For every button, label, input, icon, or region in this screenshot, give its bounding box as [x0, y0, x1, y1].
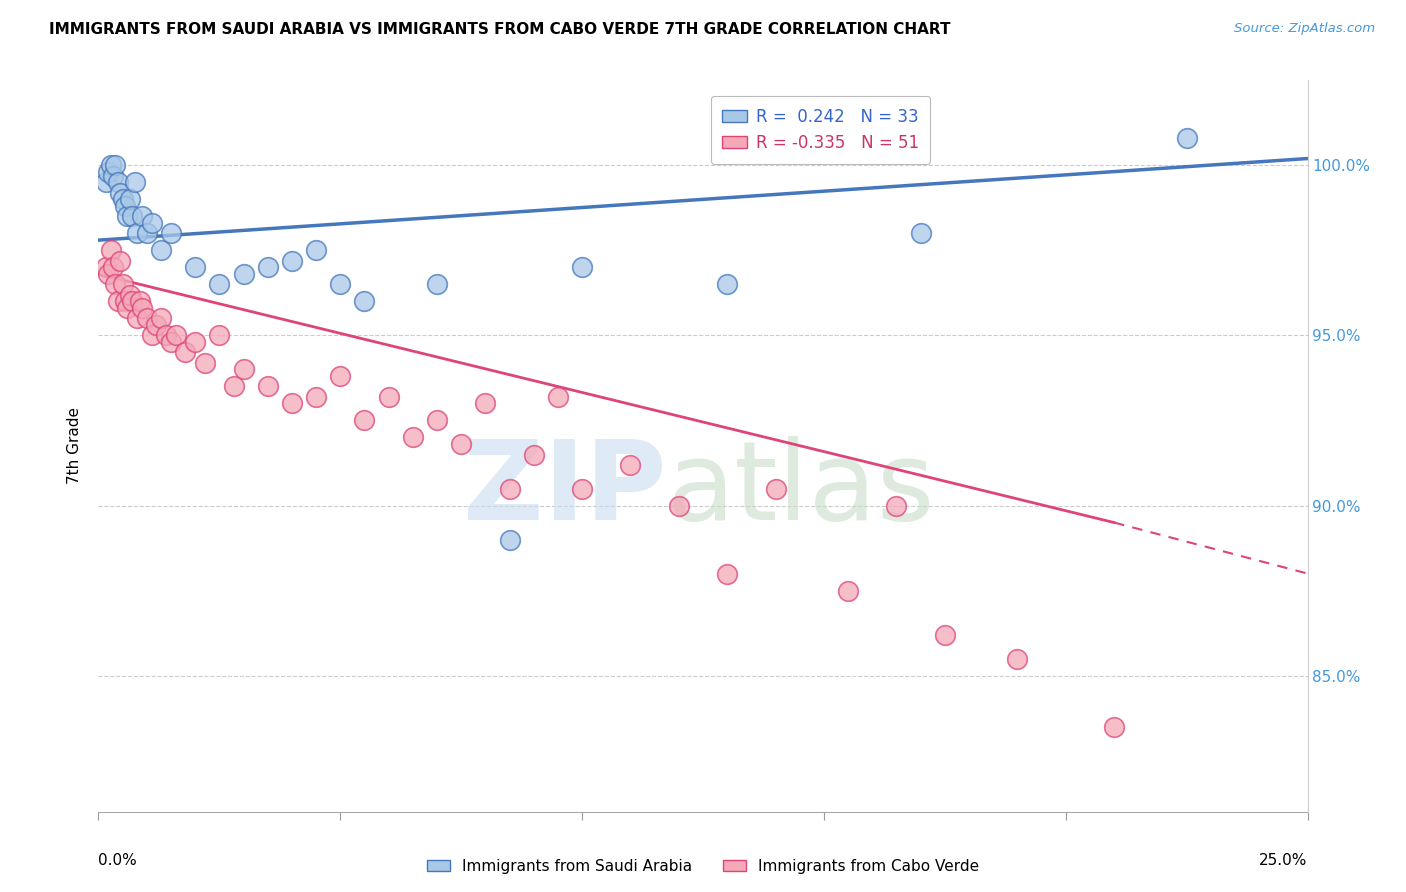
Point [107, 175, 129, 189]
Point [426, 413, 449, 427]
Point [571, 260, 593, 275]
Point [281, 396, 304, 410]
Y-axis label: 7th Grade: 7th Grade [67, 408, 83, 484]
Point [135, 311, 157, 326]
Point [101, 169, 124, 183]
Point [184, 260, 207, 275]
Point [150, 311, 173, 326]
Point [402, 430, 425, 444]
Point [571, 482, 593, 496]
Point [100, 158, 122, 172]
Point [498, 482, 520, 496]
Point [450, 437, 472, 451]
Legend: R =  0.242   N = 33, R = -0.335   N = 51: R = 0.242 N = 33, R = -0.335 N = 51 [710, 96, 931, 163]
Point [281, 253, 304, 268]
Point [160, 227, 183, 241]
Point [329, 369, 352, 384]
Point [111, 277, 134, 292]
Text: 0.0%: 0.0% [98, 853, 138, 868]
Point [184, 335, 207, 350]
Point [104, 158, 127, 172]
Point [305, 390, 328, 404]
Point [114, 199, 136, 213]
Point [124, 175, 146, 189]
Point [222, 379, 245, 393]
Legend: Immigrants from Saudi Arabia, Immigrants from Cabo Verde: Immigrants from Saudi Arabia, Immigrants… [420, 853, 986, 880]
Point [111, 192, 134, 206]
Point [377, 390, 399, 404]
Point [117, 210, 139, 224]
Point [1007, 651, 1029, 665]
Text: atlas: atlas [666, 436, 935, 543]
Point [108, 253, 131, 268]
Point [353, 294, 375, 309]
Point [135, 227, 157, 241]
Point [716, 566, 738, 581]
Point [256, 260, 278, 275]
Point [716, 277, 738, 292]
Point [329, 277, 352, 292]
Point [141, 216, 163, 230]
Point [97, 165, 120, 179]
Point [121, 294, 143, 309]
Point [108, 186, 131, 200]
Point [426, 277, 449, 292]
Point [934, 628, 956, 642]
Point [353, 413, 375, 427]
Point [523, 448, 546, 462]
Point [94, 260, 117, 275]
Point [619, 458, 641, 472]
Text: ZIP: ZIP [464, 436, 666, 543]
Point [305, 244, 328, 258]
Point [547, 390, 569, 404]
Point [101, 260, 124, 275]
Point [114, 294, 136, 309]
Point [165, 328, 187, 343]
Text: 25.0%: 25.0% [1260, 853, 1308, 868]
Point [194, 356, 217, 370]
Point [145, 318, 167, 333]
Point [141, 328, 163, 343]
Point [131, 210, 153, 224]
Point [94, 175, 117, 189]
Point [765, 482, 787, 496]
Point [118, 192, 141, 206]
Point [474, 396, 496, 410]
Point [150, 244, 173, 258]
Point [104, 277, 127, 292]
Point [160, 335, 183, 350]
Text: Source: ZipAtlas.com: Source: ZipAtlas.com [1234, 22, 1375, 36]
Point [668, 499, 690, 513]
Point [118, 287, 141, 301]
Point [174, 345, 197, 359]
Text: IMMIGRANTS FROM SAUDI ARABIA VS IMMIGRANTS FROM CABO VERDE 7TH GRADE CORRELATION: IMMIGRANTS FROM SAUDI ARABIA VS IMMIGRAN… [49, 22, 950, 37]
Point [256, 379, 278, 393]
Point [127, 311, 149, 326]
Point [131, 301, 153, 316]
Point [208, 277, 231, 292]
Point [107, 294, 129, 309]
Point [886, 499, 908, 513]
Point [128, 294, 150, 309]
Point [1175, 131, 1198, 145]
Point [910, 227, 932, 241]
Point [232, 267, 254, 281]
Point [127, 227, 149, 241]
Point [232, 362, 254, 376]
Point [498, 533, 520, 547]
Point [117, 301, 139, 316]
Point [121, 210, 143, 224]
Point [1102, 720, 1125, 734]
Point [100, 244, 122, 258]
Point [97, 267, 120, 281]
Point [155, 328, 177, 343]
Point [208, 328, 231, 343]
Point [837, 583, 859, 598]
